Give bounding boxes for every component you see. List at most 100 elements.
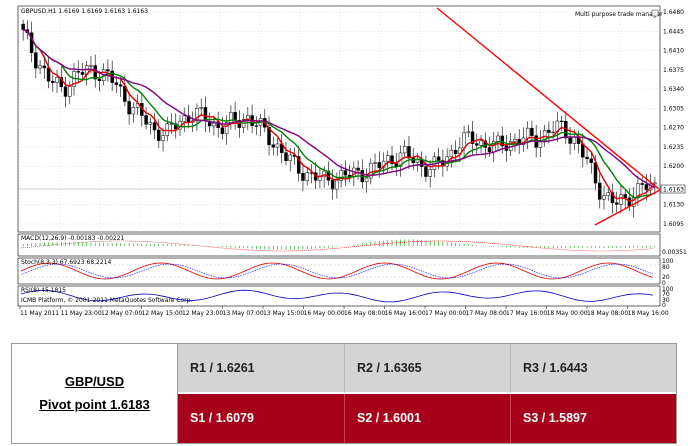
stoch-panel: [17, 257, 661, 285]
time-tick-label: 17 May 00:00: [425, 310, 466, 317]
price-tick-label: 1.6095: [663, 221, 684, 228]
time-tick-label: 16 May 16:00: [385, 310, 426, 317]
stoch-d-line: [20, 263, 653, 279]
time-tick-label: 17 May 08:00: [466, 310, 507, 317]
candle-body: [271, 144, 276, 148]
time-tick-label: 18 May 08:00: [587, 310, 628, 317]
candle-body: [640, 183, 644, 185]
candle-body: [21, 23, 25, 30]
candle-body: [598, 182, 602, 200]
candle-body: [97, 78, 102, 81]
candle-body: [106, 69, 110, 72]
candle-body: [386, 155, 390, 162]
candle-body: [34, 52, 38, 69]
pivot-point: Pivot point 1.6183: [39, 397, 150, 412]
candle-body: [322, 170, 326, 178]
candle-body: [80, 71, 85, 75]
r3-cell: R3 / 1.6443: [511, 344, 676, 393]
candle-body: [161, 135, 165, 141]
candle-body: [377, 162, 382, 169]
candle-body: [449, 150, 454, 158]
candle-body: [157, 129, 161, 141]
stoch-axis-0: 0: [662, 280, 666, 287]
candle-body: [466, 131, 471, 134]
trade-manager-label[interactable]: Multi purpose trade manager: [575, 11, 663, 18]
price-axis: 1.6480 1.6445 1.6410 1.6375 1.6340 1.6305 1.62…: [663, 9, 684, 228]
price-tick-label: 1.6340: [663, 86, 684, 93]
candle-body: [623, 194, 627, 199]
main-panel: [17, 5, 661, 233]
candle-body: [530, 127, 534, 136]
candle-body: [114, 82, 119, 85]
candle-body: [551, 131, 555, 134]
candle-body: [407, 146, 411, 159]
candle-body: [547, 129, 551, 133]
price-chart[interactable]: 1.6163 GBPUSD,H1 1.6169 1.6169 1.6163 1.…: [0, 0, 688, 326]
candle-body: [500, 135, 504, 147]
candle-body: [63, 86, 68, 97]
candle-body: [148, 122, 153, 125]
trendline-upper[interactable]: [436, 7, 661, 191]
time-tick-label: 12 May 23:00: [182, 310, 223, 317]
stoch-axis-20: 20: [662, 274, 670, 281]
candle-body: [589, 158, 594, 163]
candle-body: [538, 139, 543, 148]
candle-body: [131, 107, 136, 115]
candle-body: [559, 120, 564, 123]
candle-body: [585, 156, 589, 160]
time-tick-label: 13 May 15:00: [263, 310, 304, 317]
candle-body: [118, 84, 123, 87]
rsi-axis-70: 70: [662, 291, 670, 298]
time-tick-label: 18 May 16:00: [628, 310, 669, 317]
candle-body: [572, 136, 577, 144]
candle-body: [602, 195, 606, 200]
candle-body: [568, 137, 572, 144]
time-axis: 11 May 2011 11 May 23:00 12 May 07:00 12 Ma…: [19, 306, 669, 317]
copyright-text: ICMB Platform, © 2001-2011 MetaQuotes So…: [21, 297, 192, 304]
candle-body: [224, 122, 229, 135]
candle-body: [296, 156, 301, 174]
candle-body: [233, 112, 237, 121]
pivot-table: GBP/USD Pivot point 1.6183 R1 / 1.6261 R…: [11, 343, 677, 444]
chart-canvas[interactable]: 1.6163 GBPUSD,H1 1.6169 1.6169 1.6163 1.…: [0, 0, 688, 326]
price-tick-label: 1.6445: [663, 28, 684, 35]
candle-body: [301, 173, 305, 181]
candle-body: [330, 180, 335, 190]
macd-histogram: [20, 239, 656, 252]
candle-body: [51, 80, 55, 83]
candle-body: [343, 170, 348, 176]
time-tick-label: 12 May 07:00: [101, 310, 142, 317]
price-tick-label: 1.6235: [663, 144, 684, 151]
stoch-label: Stoch(8,3,3) 67.6923 68.2214: [21, 259, 112, 266]
time-tick-label: 13 May 07:00: [223, 310, 264, 317]
candle-body: [46, 67, 51, 82]
candle-body: [305, 172, 309, 181]
trendline-lower[interactable]: [594, 189, 661, 226]
candle-body: [462, 132, 466, 149]
time-tick-label: 17 May 16:00: [506, 310, 547, 317]
price-tick-label: 1.6270: [663, 125, 684, 132]
candle-body: [619, 194, 623, 205]
price-tick-label: 1.6480: [663, 9, 684, 16]
candle-body: [339, 170, 343, 181]
candle-body: [152, 122, 157, 131]
candle-body: [199, 107, 203, 109]
candle-body: [513, 139, 517, 142]
macd-panel: [17, 233, 661, 257]
trade-manager-close-icon[interactable]: [651, 9, 659, 17]
moving-averages: [22, 28, 656, 202]
candle-body: [174, 123, 178, 130]
macd-axis-label: 0.00351: [662, 249, 687, 256]
time-tick-label: 16 May 00:00: [304, 310, 345, 317]
candle-body: [606, 192, 610, 196]
candle-body: [144, 115, 148, 125]
candle-body: [127, 101, 131, 115]
candle-body: [220, 127, 225, 135]
stoch-axis-80: 80: [662, 264, 670, 271]
candle-body: [369, 163, 373, 179]
macd-label: MACD(12,26,9) -0.00183 -0.00221: [21, 235, 125, 242]
candle-body: [254, 125, 259, 127]
current-price-tag: [660, 184, 686, 194]
price-tick-label: 1.6130: [663, 202, 684, 209]
candle-body: [195, 108, 199, 122]
